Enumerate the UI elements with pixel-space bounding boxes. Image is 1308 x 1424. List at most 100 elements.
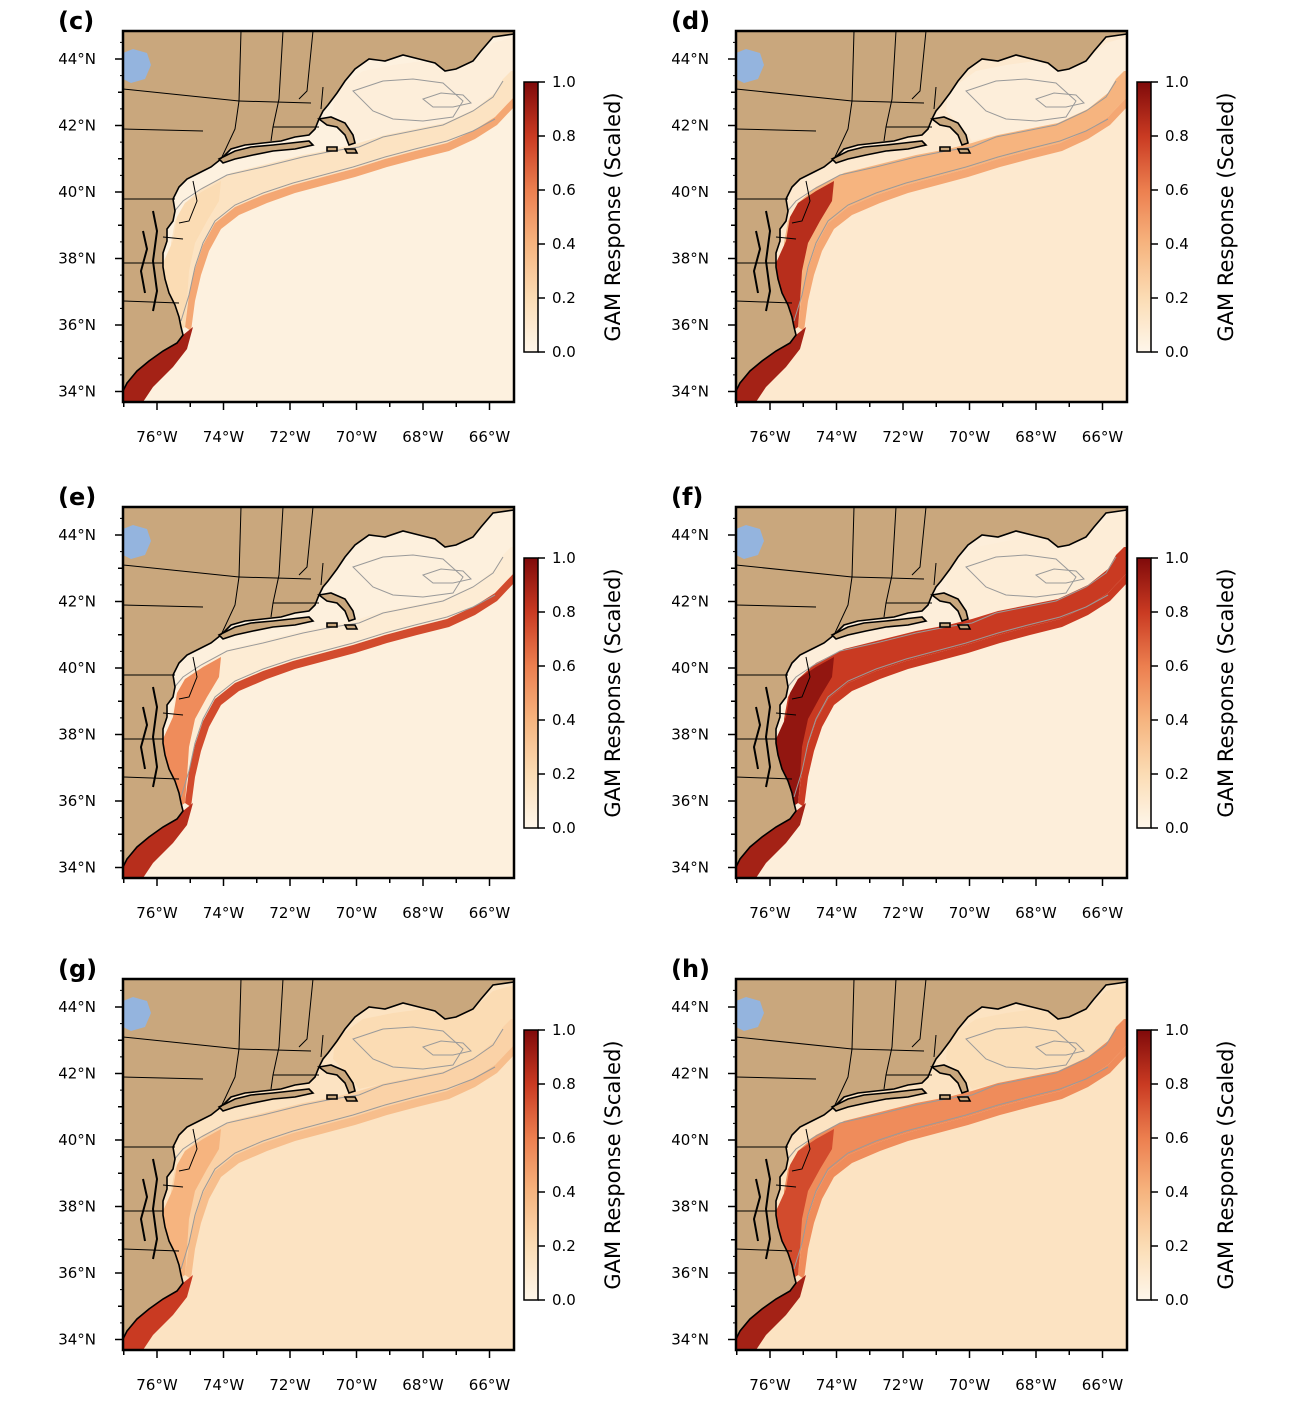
longitude-tick-label: 70°W xyxy=(336,904,378,922)
state-boundary xyxy=(270,31,284,142)
mid-atlantic-inshore-response xyxy=(776,1129,834,1279)
shelf-response xyxy=(784,547,1127,807)
state-boundary xyxy=(238,31,242,102)
land-mass xyxy=(736,507,1127,868)
longitude-tick-label: 76°W xyxy=(749,904,791,922)
isobath-line xyxy=(1034,568,1085,584)
state-boundary xyxy=(883,979,897,1090)
latitude-tick-label: 40°N xyxy=(671,183,709,201)
estuary-coastline xyxy=(764,1158,772,1260)
latitude-tick-label: 34°N xyxy=(671,1331,709,1349)
estuary-coastline xyxy=(752,230,762,294)
colorbar-tick-label: 1.0 xyxy=(1165,1021,1189,1039)
island xyxy=(317,1064,356,1094)
latitude-tick-label: 36°N xyxy=(58,792,96,810)
island xyxy=(830,1088,928,1112)
state-boundary xyxy=(123,1076,204,1080)
island xyxy=(930,116,969,146)
state-boundary xyxy=(791,1128,811,1172)
longitude-tick-label: 76°W xyxy=(136,1376,178,1394)
longitude-tick-label: 76°W xyxy=(749,1376,791,1394)
latitude-tick-label: 34°N xyxy=(58,1331,96,1349)
longitude-tick-label: 68°W xyxy=(1015,904,1057,922)
colorbar-tick-label: 0.2 xyxy=(552,1237,576,1255)
latitude-tick-label: 38°N xyxy=(58,250,96,268)
state-boundary xyxy=(320,1034,324,1058)
colorbar xyxy=(523,81,539,353)
colorbar-label: GAM Response (Scaled) xyxy=(1214,92,1238,341)
panel-label: (f) xyxy=(671,483,703,511)
state-boundary xyxy=(123,604,204,608)
colorbar-tick-label: 1.0 xyxy=(552,549,576,567)
map-svg: (d) 44°N 42°N 40°N 38°N 36°N 34°N 76°W 74°W 72°W 7… xyxy=(671,7,1238,446)
map-svg: (g) 44°N 42°N 40°N 38°N 36°N 34°N 76°W 74°W 72°W 7… xyxy=(58,955,625,1394)
island xyxy=(343,624,359,630)
colorbar-label: GAM Response (Scaled) xyxy=(1214,568,1238,817)
isobath-line xyxy=(180,1066,496,1270)
estuary-coastline xyxy=(764,686,772,788)
colorbar-tick-label: 0.0 xyxy=(1165,343,1189,361)
colorbar-tick-label: 0.6 xyxy=(1165,181,1189,199)
longitude-tick-label: 72°W xyxy=(882,428,924,446)
state-boundary xyxy=(736,88,853,102)
colorbar-tick-label: 0.0 xyxy=(552,343,576,361)
latitude-tick-label: 34°N xyxy=(58,383,96,401)
longitude-tick-label: 72°W xyxy=(269,428,311,446)
island xyxy=(930,592,969,622)
gulf-of-maine-response xyxy=(946,985,1127,1089)
state-boundary xyxy=(270,979,284,1090)
land-mass xyxy=(123,979,514,1340)
colorbar-tick-label: 0.6 xyxy=(552,1129,576,1147)
island xyxy=(830,616,928,640)
state-boundary xyxy=(791,180,811,224)
island xyxy=(217,616,315,640)
state-boundary xyxy=(162,1184,184,1188)
latitude-tick-label: 38°N xyxy=(58,726,96,744)
island xyxy=(930,1064,969,1094)
colorbar-tick-label: 1.0 xyxy=(1165,73,1189,91)
isobath-line xyxy=(421,92,472,108)
gulf-of-maine-response xyxy=(946,513,1127,617)
latitude-tick-label: 40°N xyxy=(58,659,96,677)
island xyxy=(317,592,356,622)
isobath-line xyxy=(180,118,496,322)
state-boundary xyxy=(911,31,927,100)
longitude-tick-label: 74°W xyxy=(816,428,858,446)
gulf-of-maine-response xyxy=(333,985,514,1089)
state-boundary xyxy=(736,564,853,578)
map-frame xyxy=(121,977,516,1352)
map-svg: (f) 44°N 42°N 40°N 38°N 36°N 34°N 76°W 74°W 72°W 7… xyxy=(671,483,1238,922)
state-boundary xyxy=(178,656,198,700)
shelf-response xyxy=(784,71,1127,331)
state-boundary xyxy=(123,128,204,132)
panel-label: (c) xyxy=(58,7,94,35)
colorbar-tick-label: 0.6 xyxy=(552,657,576,675)
colorbar-tick-label: 0.8 xyxy=(1165,1075,1189,1093)
longitude-tick-label: 68°W xyxy=(1015,1376,1057,1394)
latitude-tick-label: 40°N xyxy=(58,183,96,201)
longitude-tick-label: 66°W xyxy=(469,904,511,922)
island xyxy=(343,1096,359,1102)
isobath-line xyxy=(793,594,1109,798)
colorbar-tick-label: 0.0 xyxy=(1165,819,1189,837)
colorbar-tick-label: 1.0 xyxy=(1165,549,1189,567)
map-panel-f: (f) 44°N 42°N 40°N 38°N 36°N 34°N 76°W 74°W 72°W 7… xyxy=(613,476,1267,946)
map-panel-c: (c) 44°N 42°N 40°N 38°N 36°N 34°N 76°W 74°W 72°W 7… xyxy=(0,0,654,470)
colorbar-tick-label: 0.4 xyxy=(1165,1183,1189,1201)
island xyxy=(956,624,972,630)
gulf-of-maine-response xyxy=(333,37,514,141)
state-boundary xyxy=(238,100,312,104)
isobath-line xyxy=(965,1026,1077,1070)
land-mass xyxy=(123,507,514,868)
state-boundary xyxy=(911,979,927,1048)
state-boundary xyxy=(320,562,324,586)
map-frame xyxy=(734,29,1129,404)
state-boundary xyxy=(298,979,314,1048)
colorbar-label: GAM Response (Scaled) xyxy=(601,568,625,817)
state-boundary xyxy=(123,300,180,304)
latitude-tick-label: 44°N xyxy=(58,998,96,1016)
state-boundary xyxy=(320,86,324,110)
latitude-tick-label: 38°N xyxy=(58,1198,96,1216)
colorbar-tick-label: 0.8 xyxy=(1165,603,1189,621)
southern-shelf-response xyxy=(736,1275,806,1350)
